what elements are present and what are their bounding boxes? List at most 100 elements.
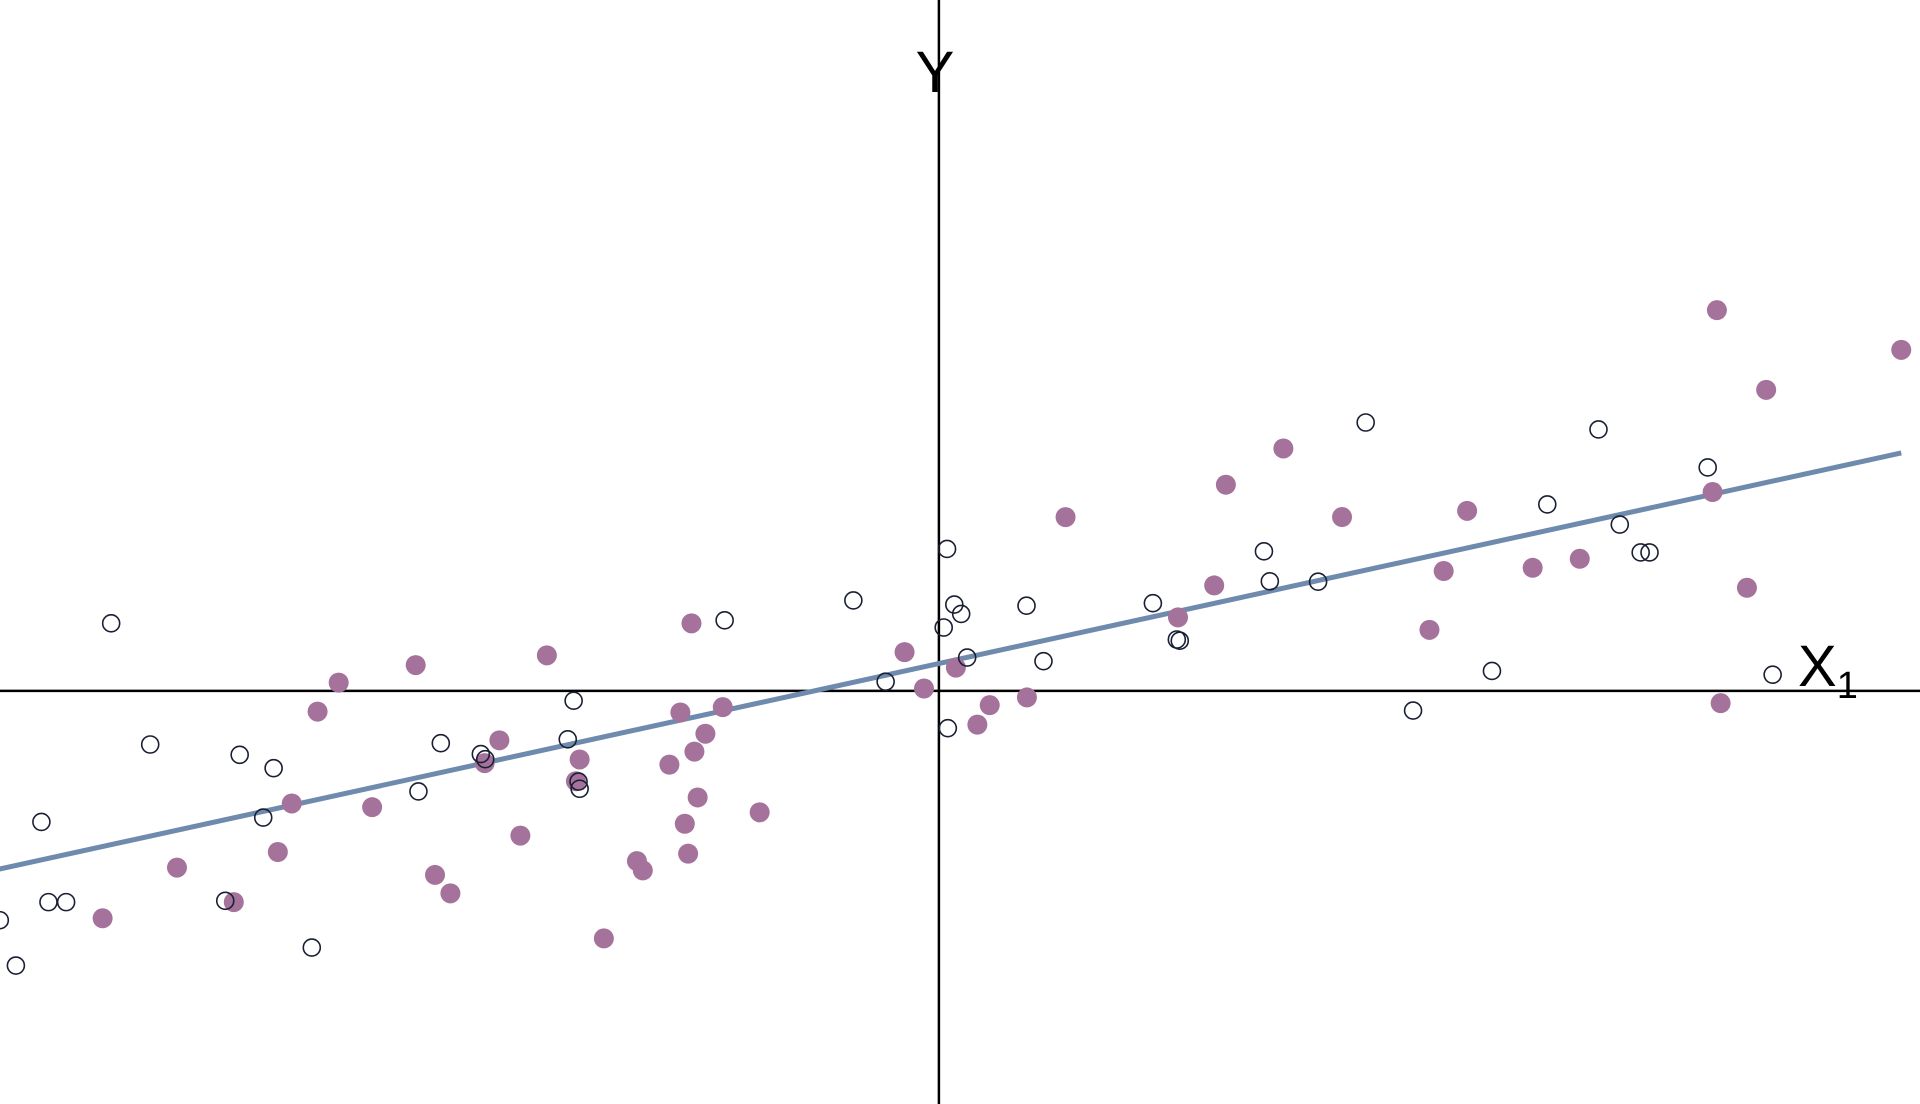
- hollow-point: [1763, 665, 1782, 684]
- hollow-point: [945, 595, 964, 614]
- hollow-point: [951, 604, 971, 624]
- filled-point: [593, 928, 614, 949]
- filled-point: [1204, 575, 1225, 596]
- filled-point: [281, 793, 302, 814]
- hollow-point: [1698, 458, 1717, 477]
- filled-point: [1055, 507, 1076, 528]
- filled-point: [307, 701, 328, 722]
- filled-point: [1167, 607, 1188, 628]
- axis-labels: Y X1: [916, 40, 1858, 707]
- filled-point: [166, 857, 187, 878]
- filled-point: [678, 843, 699, 864]
- hollow-point: [844, 591, 863, 610]
- hollow-point: [431, 733, 451, 753]
- x-axis-label: X1: [1798, 634, 1858, 707]
- filled-point: [510, 825, 531, 846]
- filled-point: [328, 672, 349, 693]
- filled-point: [695, 723, 716, 744]
- hollow-point: [1254, 542, 1274, 561]
- x-axis-label-subscript: 1: [1837, 665, 1858, 707]
- hollow-point: [409, 782, 428, 801]
- filled-point: [1569, 548, 1590, 569]
- filled-point: [1891, 339, 1912, 360]
- hollow-point: [1034, 651, 1053, 671]
- filled-point: [659, 754, 680, 775]
- hollow-point: [264, 758, 283, 778]
- hollow-point: [957, 648, 977, 667]
- filled-point: [405, 655, 426, 676]
- filled-point: [1419, 619, 1440, 640]
- filled-point: [1702, 482, 1723, 503]
- filled-point: [92, 908, 113, 929]
- hollow-point: [471, 744, 491, 764]
- filled-point: [536, 645, 557, 666]
- filled-point: [894, 642, 915, 663]
- hollow-point: [0, 910, 10, 930]
- filled-point: [979, 695, 1000, 716]
- hollow-point: [1482, 661, 1502, 681]
- hollow-point: [302, 938, 322, 957]
- filled-point: [362, 797, 383, 818]
- hollow-point: [1308, 572, 1328, 592]
- hollow-point: [570, 779, 589, 799]
- filled-point: [1273, 438, 1294, 459]
- filled-point: [1736, 577, 1757, 598]
- hollow-point: [475, 749, 495, 769]
- hollow-point: [215, 891, 235, 911]
- filled-point: [1016, 687, 1037, 708]
- hollow-point: [1143, 593, 1163, 613]
- filled-point: [1433, 561, 1454, 582]
- hollow-point: [1640, 543, 1659, 562]
- hollow-point: [32, 812, 51, 832]
- filled-point: [681, 613, 702, 634]
- filled-point: [684, 741, 705, 762]
- filled-point: [440, 883, 461, 904]
- filled-point: [1522, 557, 1543, 578]
- hollow-point: [1537, 495, 1557, 514]
- hollow-point: [140, 735, 160, 754]
- filled-point: [489, 730, 510, 751]
- filled-point: [474, 753, 495, 774]
- filled-point: [945, 657, 966, 678]
- filled-point: [674, 813, 695, 834]
- filled-point: [967, 714, 988, 735]
- hollow-point: [39, 892, 58, 912]
- points-layer: [0, 300, 1912, 975]
- filled-point: [749, 802, 770, 823]
- hollow-point: [876, 672, 895, 691]
- filled-point: [1215, 474, 1236, 495]
- hollow-point: [1631, 543, 1650, 562]
- hollow-point: [715, 611, 734, 630]
- filled-point: [569, 749, 590, 770]
- x-axis-label-main: X: [1798, 634, 1837, 699]
- filled-point: [712, 697, 733, 718]
- hollow-point: [1403, 701, 1423, 720]
- hollow-point: [1170, 631, 1190, 651]
- hollow-point: [1260, 572, 1280, 591]
- hollow-point: [937, 539, 957, 559]
- hollow-point: [1356, 413, 1375, 432]
- hollow-point: [558, 730, 578, 749]
- hollow-point: [230, 745, 249, 765]
- hollow-point: [1017, 596, 1036, 616]
- hollow-point: [6, 956, 26, 975]
- filled-point: [1332, 507, 1353, 528]
- hollow-point: [934, 618, 954, 637]
- hollow-point: [938, 718, 958, 738]
- filled-point: [632, 860, 653, 881]
- hollow-point: [101, 614, 121, 633]
- hollow-point: [253, 808, 273, 827]
- hollow-point: [564, 691, 583, 711]
- filled-point: [687, 787, 708, 808]
- y-axis-label: Y: [916, 40, 955, 105]
- filled-point: [1756, 379, 1777, 400]
- filled-point: [1710, 693, 1731, 714]
- filled-point: [267, 841, 288, 862]
- filled-point: [425, 864, 446, 885]
- filled-point: [913, 678, 934, 699]
- hollow-point: [1610, 515, 1630, 534]
- filled-point: [1457, 500, 1478, 521]
- hollow-point: [569, 772, 588, 791]
